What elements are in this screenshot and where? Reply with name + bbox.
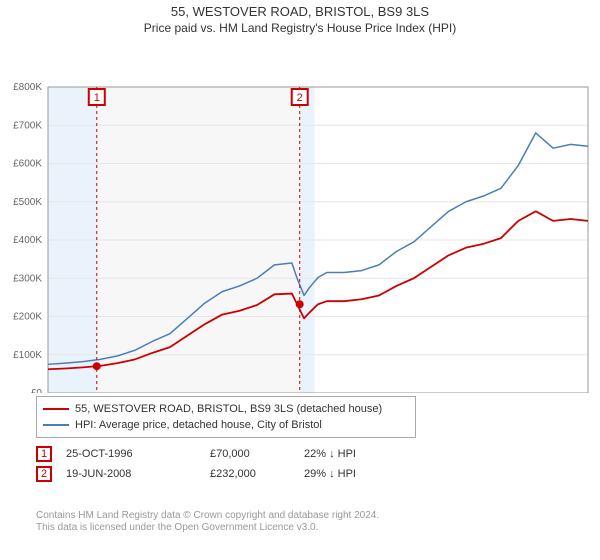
chart-subtitle: Price paid vs. HM Land Registry's House … [0,21,600,35]
svg-text:£500K: £500K [13,197,42,208]
svg-text:£300K: £300K [13,273,42,284]
svg-text:£0: £0 [31,388,43,393]
svg-text:2: 2 [297,92,303,104]
chart-title: 55, WESTOVER ROAD, BRISTOL, BS9 3LS [0,4,600,19]
legend: 55, WESTOVER ROAD, BRISTOL, BS9 3LS (det… [36,396,416,438]
event-date: 25-OCT-1996 [66,448,196,460]
svg-text:1: 1 [94,92,100,104]
legend-row: 55, WESTOVER ROAD, BRISTOL, BS9 3LS (det… [43,401,409,417]
event-diff: 29% ↓ HPI [304,468,404,480]
svg-text:£600K: £600K [13,159,42,170]
svg-text:£800K: £800K [13,82,42,93]
svg-text:£400K: £400K [13,235,42,246]
svg-text:£700K: £700K [13,120,42,131]
table-row: 1 25-OCT-1996 £70,000 22% ↓ HPI [36,446,404,462]
event-price: £70,000 [210,448,290,460]
attribution-line: Contains HM Land Registry data © Crown c… [36,510,576,522]
legend-label: HPI: Average price, detached house, City… [75,417,322,433]
sale-events-table: 1 25-OCT-1996 £70,000 22% ↓ HPI 2 19-JUN… [36,442,404,486]
event-date: 19-JUN-2008 [66,468,196,480]
legend-swatch-series-1 [43,408,69,410]
legend-label: 55, WESTOVER ROAD, BRISTOL, BS9 3LS (det… [75,401,382,417]
legend-swatch-series-2 [43,424,69,426]
attribution-line: This data is licensed under the Open Gov… [36,522,576,534]
event-diff: 22% ↓ HPI [304,448,404,460]
event-badge: 1 [36,446,52,462]
svg-text:£100K: £100K [13,350,42,361]
attribution: Contains HM Land Registry data © Crown c… [36,510,576,534]
event-badge: 2 [36,466,52,482]
legend-row: HPI: Average price, detached house, City… [43,417,409,433]
table-row: 2 19-JUN-2008 £232,000 29% ↓ HPI [36,466,404,482]
event-price: £232,000 [210,468,290,480]
svg-text:£200K: £200K [13,312,42,323]
line-chart: £0 £100K £200K £300K £400K £500K £600K £700K £80… [0,39,600,393]
